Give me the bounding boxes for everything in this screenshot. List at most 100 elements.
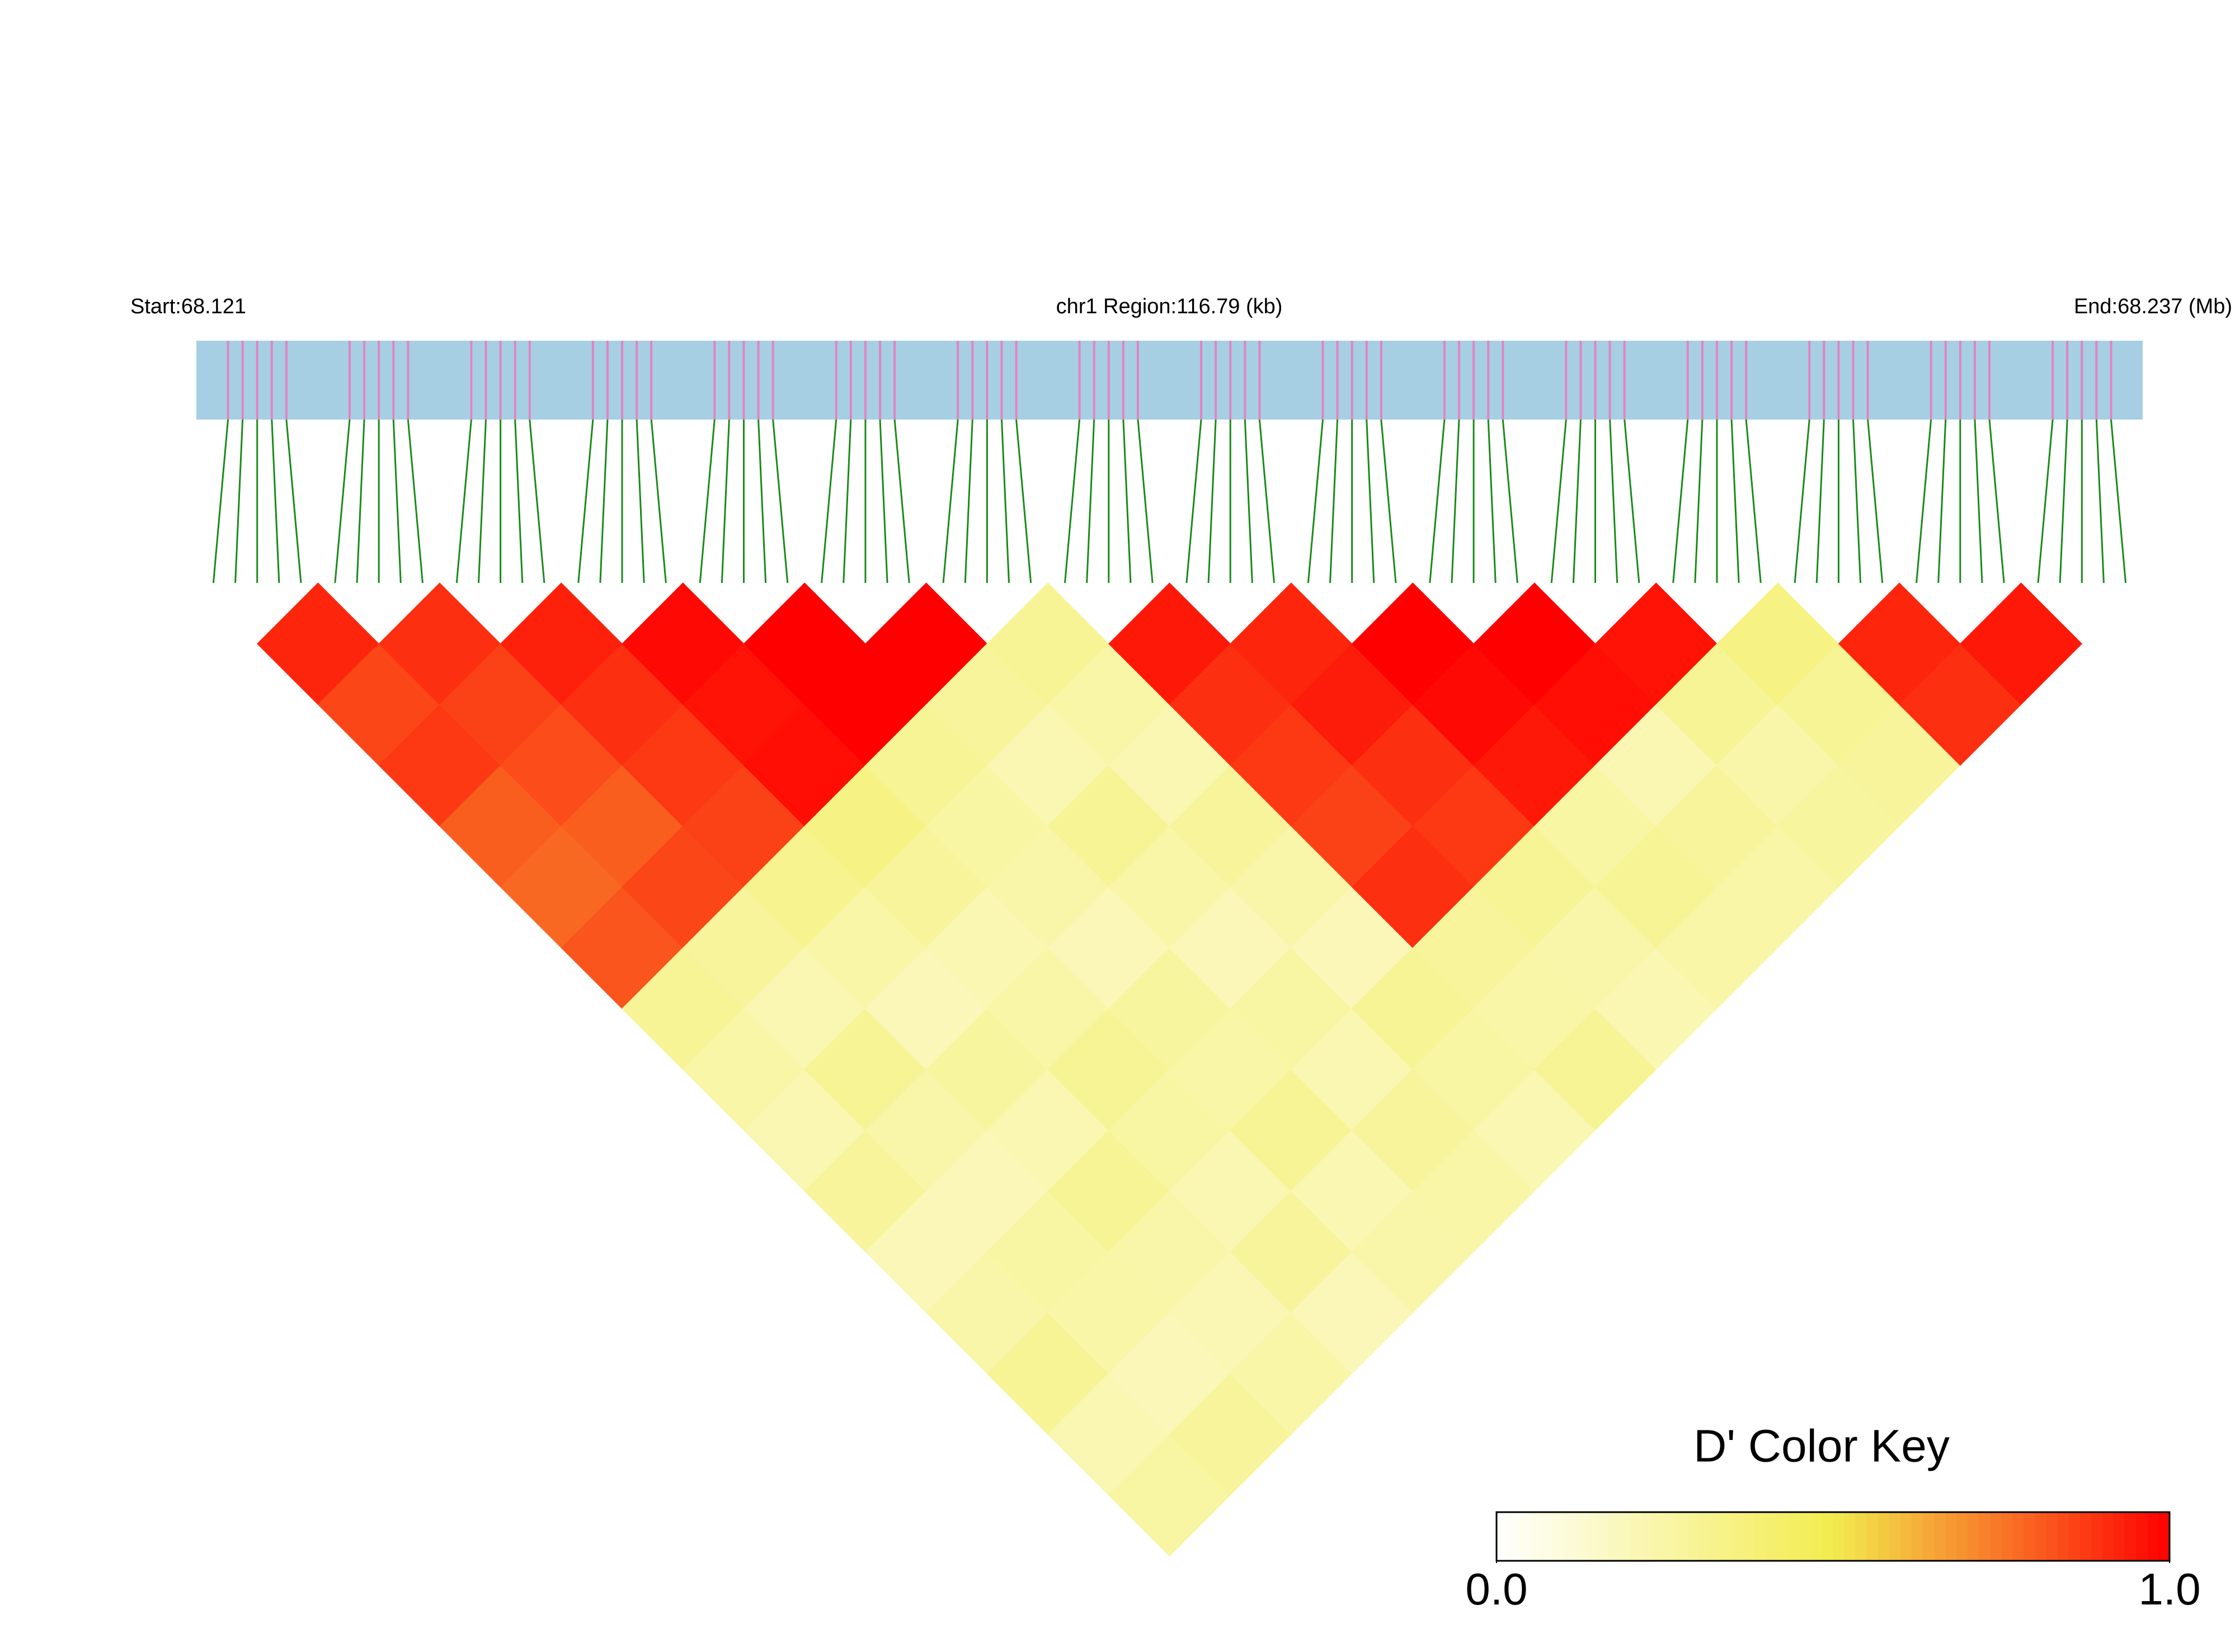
snp-link bbox=[1086, 419, 1095, 583]
colorbar-step bbox=[1766, 1512, 1778, 1561]
colorbar-step bbox=[1676, 1512, 1688, 1561]
colorbar-step bbox=[1878, 1512, 1890, 1561]
snp-link bbox=[577, 419, 594, 583]
snp-link bbox=[477, 419, 487, 583]
colorbar-step bbox=[1979, 1512, 1991, 1561]
snp-link bbox=[1867, 419, 1884, 583]
snp-link bbox=[636, 419, 645, 583]
snp-link bbox=[212, 419, 229, 583]
colorbar-step bbox=[1687, 1512, 1699, 1561]
colorbar-step bbox=[2001, 1512, 2013, 1561]
snp-link bbox=[1122, 419, 1132, 583]
snp-link bbox=[1487, 419, 1497, 583]
colorbar-title: D' Color Key bbox=[1693, 1421, 1950, 1472]
colorbar-step bbox=[1743, 1512, 1756, 1561]
snp-link bbox=[529, 419, 545, 583]
colorbar-step bbox=[2124, 1512, 2137, 1561]
snp-link bbox=[285, 419, 302, 583]
colorbar-step bbox=[1530, 1512, 1542, 1561]
colorbar-step bbox=[1945, 1512, 1958, 1561]
colorbar-step bbox=[1900, 1512, 1912, 1561]
snp-link bbox=[271, 419, 280, 583]
snp-link bbox=[1185, 419, 1202, 583]
snp-link bbox=[1429, 419, 1446, 583]
colorbar-step bbox=[1564, 1512, 1576, 1561]
snp-link bbox=[356, 419, 365, 583]
colorbar-tick-label: 1.0 bbox=[2138, 1564, 2200, 1614]
snp-link bbox=[1815, 419, 1825, 583]
colorbar-step bbox=[2102, 1512, 2114, 1561]
snp-link bbox=[1000, 419, 1010, 583]
snp-link bbox=[1064, 419, 1081, 583]
snp-link bbox=[1624, 419, 1640, 583]
colorbar-step bbox=[1721, 1512, 1733, 1561]
colorbar-step bbox=[1844, 1512, 1856, 1561]
snp-link bbox=[2059, 419, 2068, 583]
colorbar-step bbox=[1541, 1512, 1554, 1561]
colorbar-step bbox=[1788, 1512, 1800, 1561]
snp-link bbox=[334, 419, 351, 583]
snp-link bbox=[1694, 419, 1704, 583]
colorbar-step bbox=[1968, 1512, 1980, 1561]
snp-link bbox=[407, 419, 424, 583]
snp-link bbox=[2095, 419, 2105, 583]
snp-link bbox=[699, 419, 716, 583]
colorbar-step bbox=[2012, 1512, 2025, 1561]
colorbar-step bbox=[1631, 1512, 1643, 1561]
colorbar-step bbox=[2158, 1512, 2170, 1561]
snp-link bbox=[821, 419, 837, 583]
snp-bar bbox=[196, 341, 2143, 420]
colorbar-step bbox=[1508, 1512, 1520, 1561]
snp-link bbox=[1852, 419, 1862, 583]
snp-link bbox=[1916, 419, 1932, 583]
colorbar-step bbox=[1866, 1512, 1879, 1561]
colorbar-step bbox=[1552, 1512, 1565, 1561]
colorbar-step bbox=[2135, 1512, 2148, 1561]
snp-link bbox=[2110, 419, 2127, 583]
colorbar-step bbox=[2046, 1512, 2058, 1561]
end-label: End:68.237 (Mb) bbox=[2074, 295, 2232, 318]
colorbar-step bbox=[1889, 1512, 1901, 1561]
colorbar-tick-label: 0.0 bbox=[1465, 1564, 1527, 1614]
snp-link bbox=[599, 419, 609, 583]
snp-link bbox=[1366, 419, 1375, 583]
colorbar-step bbox=[1608, 1512, 1621, 1561]
colorbar-step bbox=[1956, 1512, 1969, 1561]
colorbar-step bbox=[1664, 1512, 1677, 1561]
snp-link bbox=[1380, 419, 1397, 583]
snp-link bbox=[650, 419, 667, 583]
snp-link bbox=[234, 419, 244, 583]
colorbar-step bbox=[1822, 1512, 1834, 1561]
snp-link bbox=[1207, 419, 1217, 583]
colorbar-step bbox=[1799, 1512, 1811, 1561]
snp-link bbox=[1794, 419, 1810, 583]
colorbar-step bbox=[2068, 1512, 2081, 1561]
colorbar-frame bbox=[1495, 1511, 2171, 1562]
snp-link bbox=[1137, 419, 1154, 583]
colorbar-step bbox=[2113, 1512, 2125, 1561]
snp-link bbox=[893, 419, 910, 583]
colorbar-step bbox=[1911, 1512, 1923, 1561]
colorbar-step bbox=[1597, 1512, 1610, 1561]
snp-link bbox=[1988, 419, 2005, 583]
snp-link bbox=[721, 419, 730, 583]
colorbar-step bbox=[1653, 1512, 1665, 1561]
snp-link bbox=[1745, 419, 1762, 583]
snp-link bbox=[2037, 419, 2054, 583]
colorbar-step bbox=[2024, 1512, 2036, 1561]
colorbar-step bbox=[1777, 1512, 1789, 1561]
snp-link bbox=[757, 419, 767, 583]
start-label: Start:68.121 bbox=[130, 295, 246, 318]
colorbar-step bbox=[1519, 1512, 1531, 1561]
colorbar-step bbox=[2057, 1512, 2069, 1561]
snp-link bbox=[1609, 419, 1618, 583]
colorbar-step bbox=[1620, 1512, 1632, 1561]
snp-link bbox=[772, 419, 789, 583]
snp-link bbox=[514, 419, 524, 583]
colorbar-step bbox=[1709, 1512, 1721, 1561]
colorbar-step bbox=[1497, 1512, 1509, 1561]
snp-link bbox=[1451, 419, 1460, 583]
snp-link bbox=[1572, 419, 1582, 583]
